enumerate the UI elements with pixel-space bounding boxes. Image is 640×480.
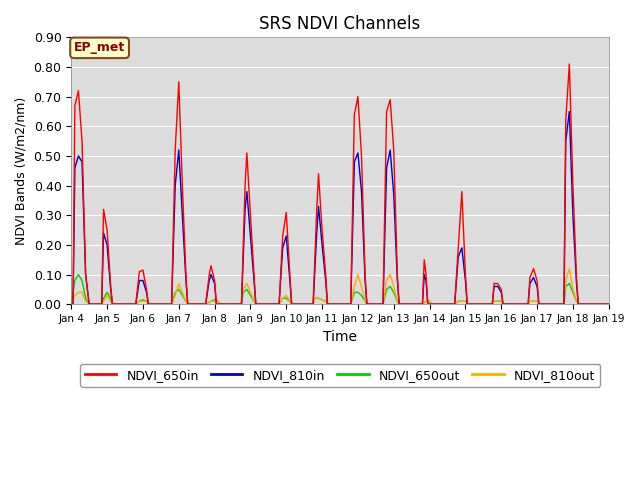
Text: EP_met: EP_met bbox=[74, 41, 125, 54]
Legend: NDVI_650in, NDVI_810in, NDVI_650out, NDVI_810out: NDVI_650in, NDVI_810in, NDVI_650out, NDV… bbox=[80, 364, 600, 387]
X-axis label: Time: Time bbox=[323, 329, 357, 344]
Title: SRS NDVI Channels: SRS NDVI Channels bbox=[259, 15, 420, 33]
Y-axis label: NDVI Bands (W/m2/nm): NDVI Bands (W/m2/nm) bbox=[15, 96, 28, 245]
